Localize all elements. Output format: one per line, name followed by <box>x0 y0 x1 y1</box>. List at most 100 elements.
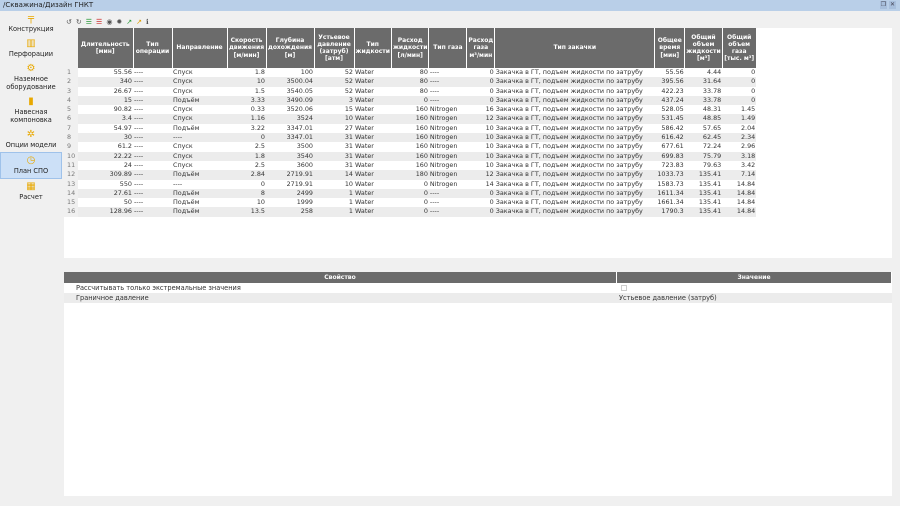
table-cell[interactable]: Nitrogen <box>429 160 458 169</box>
table-cell[interactable]: 52 <box>344 86 353 95</box>
table-cell[interactable]: 10 <box>485 142 494 151</box>
table-cell[interactable]: 422.23 <box>661 86 684 95</box>
table-cell[interactable]: ---- <box>133 151 172 161</box>
table-cell[interactable]: 160 <box>415 160 428 169</box>
table-cell[interactable]: 1.5 <box>254 86 265 95</box>
table-cell[interactable]: Закачка в ГТ, подъем жидкости по затрубу <box>495 142 643 151</box>
table-cell[interactable]: 1790.3 <box>654 207 685 217</box>
table-cell[interactable]: 0.33 <box>250 105 265 114</box>
table-cell[interactable]: Water <box>355 142 374 151</box>
table-cell[interactable]: 57.65 <box>702 123 722 132</box>
sidebar-item-perforation[interactable]: ▥ Перфорации <box>0 36 62 61</box>
table-cell[interactable]: Nitrogen <box>428 133 467 143</box>
table-cell[interactable]: ---- <box>133 133 172 143</box>
table-cell[interactable]: 13.5 <box>227 207 266 217</box>
table-row[interactable]: 3 26.67 ---- Спуск 1.5 3540.05 52 Water 80 ---- 0 З… <box>64 86 756 96</box>
table-cell[interactable]: 1661.34 <box>657 198 684 207</box>
table-cell[interactable]: 1 <box>314 188 354 199</box>
column-header[interactable]: Направление <box>172 28 228 68</box>
table-cell[interactable]: ---- <box>428 207 467 217</box>
table-cell[interactable]: 33.78 <box>702 86 722 95</box>
table-cell[interactable]: 3600 <box>296 160 313 169</box>
table-cell[interactable]: Water <box>355 160 374 169</box>
table-cell[interactable]: 10 <box>344 179 353 188</box>
table-cell[interactable]: 10 <box>485 123 494 132</box>
table-cell[interactable]: 0 <box>489 68 494 76</box>
column-header[interactable]: Устьевое давление (затруб) [атм] <box>314 28 355 68</box>
add-row-icon[interactable]: ☰ <box>85 18 93 26</box>
table-cell[interactable]: 395.56 <box>654 77 685 87</box>
table-cell[interactable]: 309.89 <box>78 170 133 180</box>
table-cell[interactable]: 0 <box>391 95 429 106</box>
table-cell[interactable]: 2.34 <box>722 133 757 143</box>
table-cell[interactable]: 160 <box>415 123 428 132</box>
table-cell[interactable]: 677.61 <box>661 142 684 151</box>
table-cell[interactable]: 55.56 <box>113 68 132 76</box>
table-cell[interactable]: 135.41 <box>684 170 723 180</box>
table-cell[interactable]: 128.96 <box>78 207 133 217</box>
table-cell[interactable]: 3347.01 <box>266 133 314 143</box>
table-cell[interactable]: 437.24 <box>654 95 685 106</box>
table-cell[interactable]: Подъём <box>173 198 200 207</box>
table-cell[interactable]: 531.45 <box>654 114 685 124</box>
table-cell[interactable]: 27.61 <box>78 188 133 199</box>
column-header[interactable]: Расход газа м³/мин <box>466 28 496 68</box>
table-row[interactable]: 7 54.97 ---- Подъём 3.22 3347.01 27 Water 160 Nit… <box>64 123 756 134</box>
column-header[interactable]: Скорость движения [м/мин] <box>227 28 267 68</box>
table-row[interactable]: 14 27.61 ---- Подъём 8 2499 1 Water 0 ---- 0 Закачк… <box>64 188 757 199</box>
table-cell[interactable]: 30 <box>78 133 133 143</box>
table-cell[interactable]: 100 <box>300 68 313 76</box>
table-cell[interactable]: 180 <box>391 170 429 180</box>
table-cell[interactable]: 0 <box>489 86 494 95</box>
table-cell[interactable]: ---- <box>429 68 440 76</box>
chart-green-icon[interactable]: ↗ <box>126 18 133 26</box>
table-cell[interactable]: 10 <box>466 151 495 161</box>
table-cell[interactable]: ---- <box>173 179 183 188</box>
table-cell[interactable]: ---- <box>429 86 440 95</box>
table-cell[interactable]: 160 <box>391 114 429 124</box>
table-cell[interactable]: 31 <box>344 160 353 169</box>
table-cell[interactable]: 55.56 <box>665 68 684 76</box>
table-cell[interactable]: 14.84 <box>736 198 756 207</box>
table-cell[interactable]: 3540.05 <box>286 86 313 95</box>
table-cell[interactable]: Спуск <box>172 77 227 87</box>
table-cell[interactable]: 2.96 <box>740 142 756 151</box>
table-cell[interactable]: 3347.01 <box>286 123 313 132</box>
table-cell[interactable]: Water <box>354 133 392 143</box>
table-cell[interactable]: 80 <box>419 86 428 95</box>
column-header[interactable]: Глубина дохождения [м] <box>266 28 315 68</box>
table-cell[interactable]: 3490.09 <box>266 95 314 106</box>
table-cell[interactable]: 340 <box>78 77 133 87</box>
table-row[interactable]: 13 550 ---- ---- 0 2719.91 10 Water 0 Nitrogen 14 З… <box>64 179 756 189</box>
table-cell[interactable]: 72.24 <box>702 142 722 151</box>
table-row[interactable]: 4 15 ---- Подъём 3.33 3490.09 3 Water 0 ---- 0 Зака… <box>64 95 757 106</box>
table-cell[interactable]: 0 <box>751 86 756 95</box>
table-cell[interactable]: 2.04 <box>740 123 756 132</box>
table-cell[interactable]: Закачка в ГТ, подъем жидкости по затрубу <box>495 105 643 114</box>
table-cell[interactable]: 26.67 <box>113 86 132 95</box>
table-cell[interactable]: 258 <box>266 207 314 217</box>
table-cell[interactable]: 22.22 <box>78 151 133 161</box>
table-cell[interactable]: 48.31 <box>702 105 722 114</box>
table-cell[interactable]: Nitrogen <box>429 123 458 132</box>
table-cell[interactable]: 723.83 <box>661 160 684 169</box>
table-cell[interactable]: 27 <box>344 123 353 132</box>
table-cell[interactable]: 52 <box>314 77 354 87</box>
table-row[interactable]: 6 3.4 ---- Спуск 1.16 3524 10 Water 160 Nitrogen 1… <box>64 114 757 124</box>
table-cell[interactable]: 135.41 <box>698 198 722 207</box>
table-cell[interactable]: 3500 <box>296 142 313 151</box>
table-cell[interactable]: 160 <box>391 133 429 143</box>
table-cell[interactable]: 1.45 <box>740 105 756 114</box>
table-cell[interactable]: 1 <box>348 198 353 207</box>
gear-icon[interactable]: ✹ <box>116 18 123 26</box>
table-cell[interactable]: 3.33 <box>227 95 266 106</box>
table-cell[interactable]: 24 <box>123 160 132 169</box>
table-cell[interactable]: 0 <box>423 198 428 207</box>
table-cell[interactable]: 2.84 <box>227 170 266 180</box>
column-header[interactable]: Тип операции <box>133 28 173 68</box>
table-cell[interactable]: Закачка в ГТ, подъем жидкости по затрубу <box>495 179 643 188</box>
table-cell[interactable]: Закачка в ГТ, подъем жидкости по затрубу <box>495 160 643 169</box>
table-cell[interactable]: ---- <box>133 207 172 217</box>
table-row[interactable]: 1 55.56 ---- Спуск 1.8 100 52 Water 80 ---- 0 Закач… <box>64 68 756 78</box>
table-cell[interactable]: ---- <box>428 77 467 87</box>
